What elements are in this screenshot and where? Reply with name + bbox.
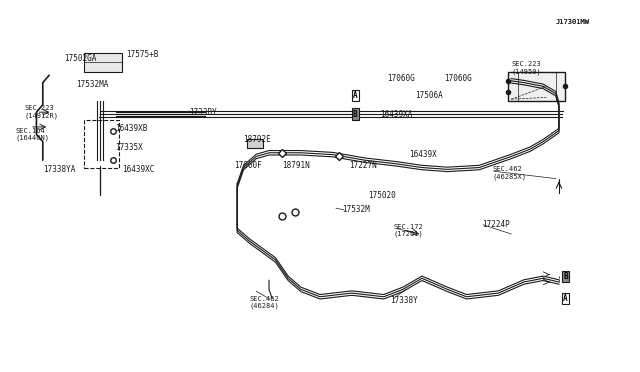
Text: 16439XC: 16439XC [122, 165, 155, 174]
Text: 17502GA: 17502GA [64, 54, 96, 63]
Text: A: A [563, 294, 568, 303]
Text: B: B [353, 109, 357, 119]
Text: 17532MA: 17532MA [77, 80, 109, 89]
Text: 17227N: 17227N [349, 161, 376, 170]
Text: 17338Y: 17338Y [390, 296, 418, 305]
Text: 17060G: 17060G [387, 74, 415, 83]
Bar [246, 139, 262, 148]
Text: SEC.462
(46285X): SEC.462 (46285X) [492, 166, 526, 180]
Text: 17060F: 17060F [234, 161, 262, 170]
Text: SEC.462
(46284): SEC.462 (46284) [250, 296, 280, 309]
Text: 18792E: 18792E [244, 135, 271, 144]
Text: B: B [563, 272, 568, 281]
Text: 17060G: 17060G [444, 74, 472, 83]
Text: 16439X: 16439X [409, 150, 437, 159]
Bar [508, 71, 565, 101]
Text: SEC.164
(16440N): SEC.164 (16440N) [15, 128, 49, 141]
Text: A: A [353, 91, 357, 100]
Text: 17575+B: 17575+B [125, 51, 158, 60]
Text: 17532M: 17532M [342, 205, 370, 215]
Text: SEC.172
(17201): SEC.172 (17201) [394, 224, 423, 237]
Text: 175020: 175020 [368, 191, 396, 200]
Bar [84, 53, 122, 71]
Text: SEC.223
(14950): SEC.223 (14950) [511, 61, 541, 75]
Text: 17224P: 17224P [483, 220, 510, 229]
Text: 17338YA: 17338YA [43, 165, 75, 174]
Bar [84, 119, 119, 167]
Text: 1733BY: 1733BY [189, 108, 217, 117]
Text: 18791N: 18791N [282, 161, 310, 170]
Text: J17301MW: J17301MW [556, 19, 590, 25]
Text: 16439XA: 16439XA [381, 109, 413, 119]
Text: 16439XB: 16439XB [115, 124, 147, 133]
Text: 17335X: 17335X [115, 143, 143, 152]
Text: SEC.223
(14912R): SEC.223 (14912R) [25, 105, 59, 119]
Text: 17506A: 17506A [415, 91, 444, 100]
Text: J17301MW: J17301MW [556, 19, 590, 25]
